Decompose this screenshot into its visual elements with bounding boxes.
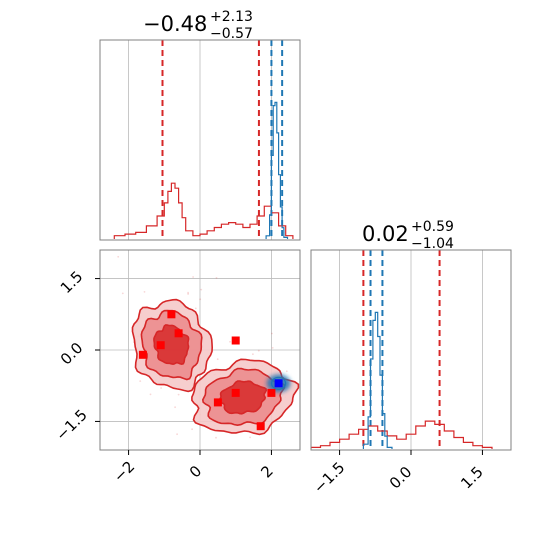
param2-title: 0.02 +0.59 −1.04 [362,219,454,252]
joint-sample-point [192,276,195,278]
joint-sample-point [177,393,180,396]
joint-red-marker [174,329,183,338]
joint-sample-point [200,288,203,291]
joint-red-marker [138,350,147,359]
param2-grid [339,250,483,450]
joint-sample-point [323,433,325,435]
joint-blue-contour [270,376,287,390]
joint-red-marker [213,398,222,407]
param2-blue-histogram [362,311,393,449]
param1-histograms [113,40,294,240]
param1-frame [99,39,301,241]
joint-sample-point [143,291,146,293]
joint-density-panel: −2 0 2 −1.5 0.0 1.5 [52,244,330,486]
joint-sample-point [117,255,120,258]
param1-blue-histogram [265,101,289,239]
joint-red-marker [256,422,265,431]
joint-sample-point [229,340,231,343]
param2-x-ticks: −1.5 0.0 1.5 [310,450,487,497]
joint-sample-point [306,418,308,420]
joint-sample-point [187,293,190,295]
param1-histogram-panel [99,39,301,241]
joint-y-tick-label: 0.0 [57,339,87,369]
joint-sample-point [199,298,202,301]
joint-red-marker [267,388,276,397]
joint-sample-point [304,425,306,427]
joint-sample-point [271,347,274,349]
param2-x-tick-label: −1.5 [310,458,348,496]
param2-histograms [311,250,493,450]
param2-title-plus: +0.59 [411,219,454,235]
param1-grid [128,40,272,240]
param2-title-value: 0.02 [362,222,409,246]
joint-x-tick-label: 0 [186,462,205,481]
joint-blue-marker [274,379,283,388]
joint-sample-point [285,370,288,373]
joint-sample-point [160,387,163,389]
joint-x-tick-label: 2 [257,462,276,481]
joint-sample-point [149,393,152,396]
param2-x-tick-label: 0.0 [386,463,416,493]
param2-x-tick-label: 1.5 [457,463,487,493]
param1-red-histogram [113,182,294,239]
joint-contours [117,244,330,439]
joint-sample-point [271,332,273,335]
param1-title-plus: +2.13 [210,9,253,25]
param1-title: −0.48 +2.13 −0.57 [143,9,253,42]
joint-x-tick-label: −2 [110,457,138,485]
joint-red-marker [231,388,240,397]
joint-sample-point [249,436,252,439]
joint-red-marker [167,310,176,319]
joint-sample-point [215,277,218,279]
joint-y-tick-label: 1.5 [57,267,87,297]
param2-red-histogram [311,420,493,449]
joint-sample-point [157,244,159,246]
joint-sample-point [257,349,260,352]
joint-y-tick-label: −1.5 [52,406,90,444]
param2-title-minus: −1.04 [411,236,454,252]
joint-sample-point [328,364,330,366]
joint-y-ticks: −1.5 0.0 1.5 [52,267,100,444]
joint-sample-point [121,292,124,295]
joint-sample-point [194,307,197,310]
joint-sample-point [174,406,177,409]
joint-sample-point [215,436,217,439]
joint-sample-point [191,428,194,431]
joint-sample-point [139,380,142,382]
joint-red-marker [231,336,240,345]
joint-sample-point [252,353,254,356]
joint-sample-point [176,433,179,436]
joint-x-ticks: −2 0 2 [110,450,277,486]
joint-sample-point [216,358,219,361]
param2-histogram-panel: −1.5 0.0 1.5 [310,249,512,497]
joint-sample-point [187,291,190,294]
joint-red-marker [156,341,165,350]
param1-title-value: −0.48 [143,12,207,36]
param1-title-minus: −0.57 [210,26,253,42]
